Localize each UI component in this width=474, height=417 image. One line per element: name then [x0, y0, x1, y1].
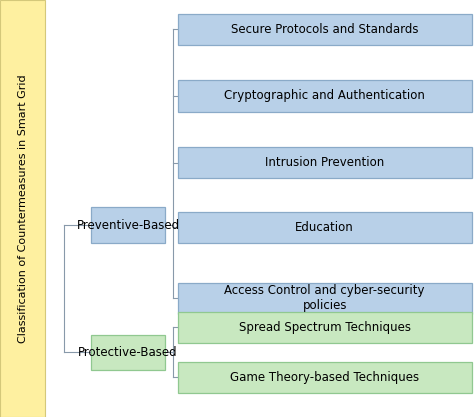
Text: Spread Spectrum Techniques: Spread Spectrum Techniques	[239, 321, 410, 334]
FancyBboxPatch shape	[178, 14, 472, 45]
Text: Game Theory-based Techniques: Game Theory-based Techniques	[230, 371, 419, 384]
FancyBboxPatch shape	[178, 362, 472, 393]
FancyBboxPatch shape	[91, 334, 165, 370]
FancyBboxPatch shape	[0, 0, 45, 417]
FancyBboxPatch shape	[178, 147, 472, 178]
FancyBboxPatch shape	[178, 211, 472, 243]
Text: Protective-Based: Protective-Based	[78, 346, 178, 359]
FancyBboxPatch shape	[178, 283, 472, 314]
Text: Education: Education	[295, 221, 354, 234]
FancyBboxPatch shape	[178, 80, 472, 111]
Text: Classification of Countermeasures in Smart Grid: Classification of Countermeasures in Sma…	[18, 74, 27, 343]
FancyBboxPatch shape	[91, 207, 165, 243]
Text: Access Control and cyber-security
policies: Access Control and cyber-security polici…	[225, 284, 425, 312]
Text: Intrusion Prevention: Intrusion Prevention	[265, 156, 384, 169]
Text: Secure Protocols and Standards: Secure Protocols and Standards	[231, 23, 419, 36]
Text: Cryptographic and Authentication: Cryptographic and Authentication	[224, 89, 425, 103]
FancyBboxPatch shape	[178, 312, 472, 343]
Text: Preventive-Based: Preventive-Based	[76, 219, 180, 232]
